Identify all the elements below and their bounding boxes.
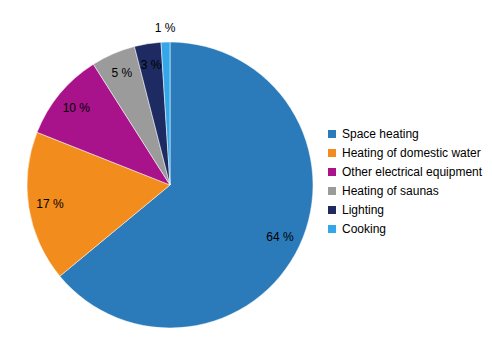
html-text:Lighting: Lighting bbox=[342, 202, 384, 217]
html-text:Other electrical equipment: Other electrical equipment bbox=[342, 164, 483, 179]
html-text:Space heating: Space heating bbox=[342, 126, 419, 141]
svg-text:64 %: 64 % bbox=[266, 230, 294, 244]
svg-text:3 %: 3 % bbox=[141, 58, 162, 72]
svg-text:1 %: 1 % bbox=[155, 21, 176, 35]
svg-text:5 %: 5 % bbox=[111, 66, 132, 80]
svg-text:17 %: 17 % bbox=[36, 197, 64, 211]
html-text:Heating of domestic water: Heating of domestic water bbox=[342, 145, 481, 160]
svg-text:10 %: 10 % bbox=[63, 101, 91, 115]
html-text:Cooking: Cooking bbox=[342, 221, 386, 236]
html-text:Heating of saunas: Heating of saunas bbox=[342, 183, 439, 198]
